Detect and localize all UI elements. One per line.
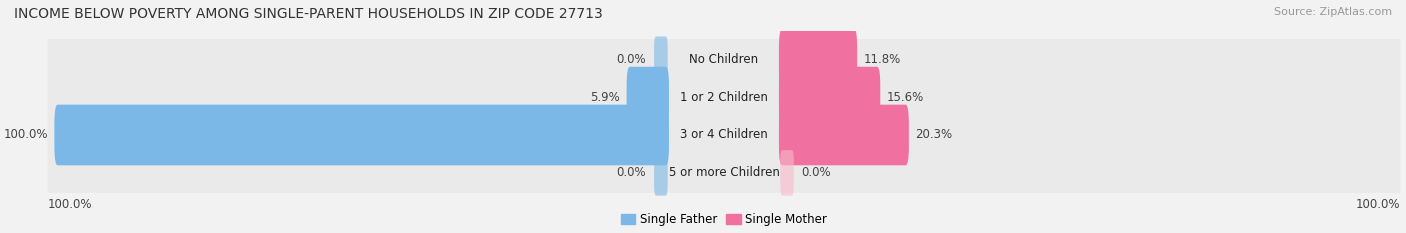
- Text: 1 or 2 Children: 1 or 2 Children: [681, 91, 768, 104]
- Text: Source: ZipAtlas.com: Source: ZipAtlas.com: [1274, 7, 1392, 17]
- Text: 5 or more Children: 5 or more Children: [668, 166, 779, 179]
- FancyBboxPatch shape: [55, 105, 669, 165]
- Legend: Single Father, Single Mother: Single Father, Single Mother: [616, 208, 832, 231]
- FancyBboxPatch shape: [779, 105, 908, 165]
- FancyBboxPatch shape: [780, 150, 794, 196]
- Text: INCOME BELOW POVERTY AMONG SINGLE-PARENT HOUSEHOLDS IN ZIP CODE 27713: INCOME BELOW POVERTY AMONG SINGLE-PARENT…: [14, 7, 603, 21]
- Text: 5.9%: 5.9%: [591, 91, 620, 104]
- FancyBboxPatch shape: [654, 36, 668, 82]
- Text: 0.0%: 0.0%: [801, 166, 831, 179]
- FancyBboxPatch shape: [779, 29, 858, 89]
- Text: 0.0%: 0.0%: [617, 53, 647, 66]
- Text: 0.0%: 0.0%: [617, 166, 647, 179]
- Text: 11.8%: 11.8%: [863, 53, 901, 66]
- Text: 100.0%: 100.0%: [1355, 198, 1400, 211]
- Text: 15.6%: 15.6%: [887, 91, 924, 104]
- Text: 100.0%: 100.0%: [3, 128, 48, 141]
- Text: 3 or 4 Children: 3 or 4 Children: [681, 128, 768, 141]
- Text: 100.0%: 100.0%: [48, 198, 93, 211]
- FancyBboxPatch shape: [627, 67, 669, 127]
- FancyBboxPatch shape: [654, 150, 668, 196]
- FancyBboxPatch shape: [48, 115, 1400, 155]
- FancyBboxPatch shape: [779, 67, 880, 127]
- FancyBboxPatch shape: [48, 39, 1400, 79]
- FancyBboxPatch shape: [48, 153, 1400, 193]
- FancyBboxPatch shape: [48, 77, 1400, 117]
- Text: No Children: No Children: [689, 53, 758, 66]
- Text: 20.3%: 20.3%: [915, 128, 952, 141]
